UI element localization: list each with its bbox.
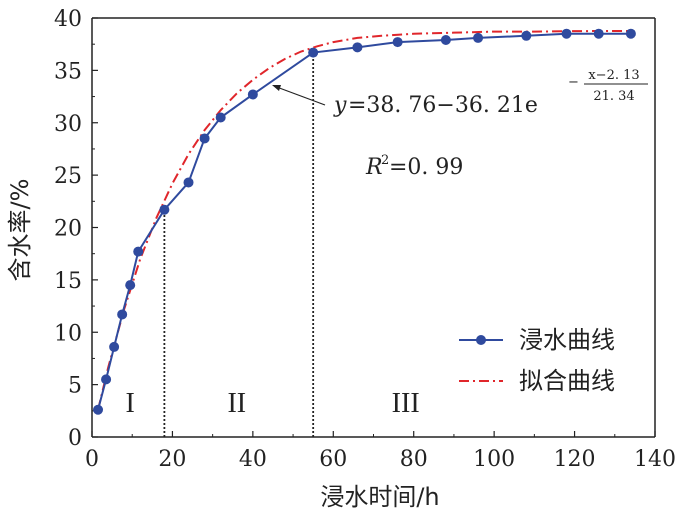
exponent-denominator: 21. 34 (593, 89, 634, 104)
soak-data-point (440, 34, 451, 45)
y-tick-label: 15 (54, 269, 82, 294)
soak-data-point (109, 341, 120, 352)
y-tick-label: 5 (68, 374, 82, 399)
phase-label: I (126, 388, 135, 419)
x-tick-label: 100 (473, 447, 515, 472)
y-tick-label: 40 (54, 7, 82, 32)
y-tick-label: 35 (54, 59, 82, 84)
fit-equation: y =38. 76−36. 21e − x−2. 13 21. 34 (272, 68, 648, 118)
soak-data-point (101, 374, 112, 385)
soak-data-point (159, 204, 170, 215)
soak-data-point (392, 37, 403, 48)
soak-data-point (625, 28, 636, 39)
x-tick-label: 140 (634, 447, 675, 472)
soak-data-point (352, 42, 363, 53)
series-soak-curve (93, 28, 636, 415)
y-tick-label: 0 (68, 426, 82, 451)
exponent-sign: − (568, 75, 579, 90)
x-tick-label: 60 (319, 447, 347, 472)
y-ticks: 0 5 10 15 20 25 30 35 40 (54, 7, 98, 451)
legend-item-fit: 拟合曲线 (459, 367, 615, 395)
soak-data-point (133, 246, 144, 257)
equation-body: =38. 76−36. 21e (348, 93, 538, 118)
soak-data-point (473, 32, 484, 43)
legend-label-soak: 浸水曲线 (519, 326, 615, 354)
exponent-numerator: x−2. 13 (588, 68, 639, 83)
x-tick-label: 40 (239, 447, 267, 472)
soak-data-point (199, 133, 210, 144)
soak-data-point (117, 309, 128, 320)
y-tick-label: 30 (54, 112, 82, 137)
y-axis-title: 含水率/% (6, 179, 34, 282)
soak-data-point (247, 89, 258, 100)
r2-value: =0. 99 (389, 155, 463, 180)
legend-item-soak: 浸水曲线 (459, 326, 615, 354)
r-squared: R 2 =0. 99 (365, 153, 463, 180)
x-tick-label: 80 (400, 447, 428, 472)
y-tick-label: 25 (54, 164, 82, 189)
r2-superscript: 2 (381, 153, 389, 168)
series-fit-curve (97, 29, 631, 410)
equation-lhs: y (333, 93, 347, 118)
soak-data-point (93, 404, 104, 415)
legend: 浸水曲线 拟合曲线 (459, 326, 615, 395)
legend-label-fit: 拟合曲线 (519, 367, 615, 395)
phase-dividers (163, 52, 315, 437)
soak-data-point (215, 112, 226, 123)
phase-label: II (227, 388, 246, 419)
y-tick-label: 20 (54, 217, 82, 242)
x-axis-title: 浸水时间/h (320, 483, 439, 511)
soak-data-point (183, 177, 194, 188)
legend-marker-soak (476, 335, 486, 345)
r2-symbol: R (365, 155, 383, 180)
soak-data-point (125, 280, 136, 291)
x-tick-label: 120 (554, 447, 596, 472)
soak-data-point (561, 28, 572, 39)
soak-data-point (308, 47, 319, 58)
x-tick-label: 0 (85, 447, 99, 472)
soak-data-point (593, 28, 604, 39)
x-tick-label: 20 (158, 447, 186, 472)
soak-data-point (521, 30, 532, 41)
phase-label: III (392, 388, 420, 419)
annotation-arrowhead (272, 85, 281, 91)
annotation-arrow (273, 85, 326, 106)
y-tick-label: 10 (54, 321, 82, 346)
phase-labels: I II III (126, 388, 420, 419)
fit-curve-line (97, 29, 631, 410)
soak-curve-line (97, 32, 631, 411)
x-ticks: 0 20 40 60 80 100 120 140 (85, 431, 675, 472)
